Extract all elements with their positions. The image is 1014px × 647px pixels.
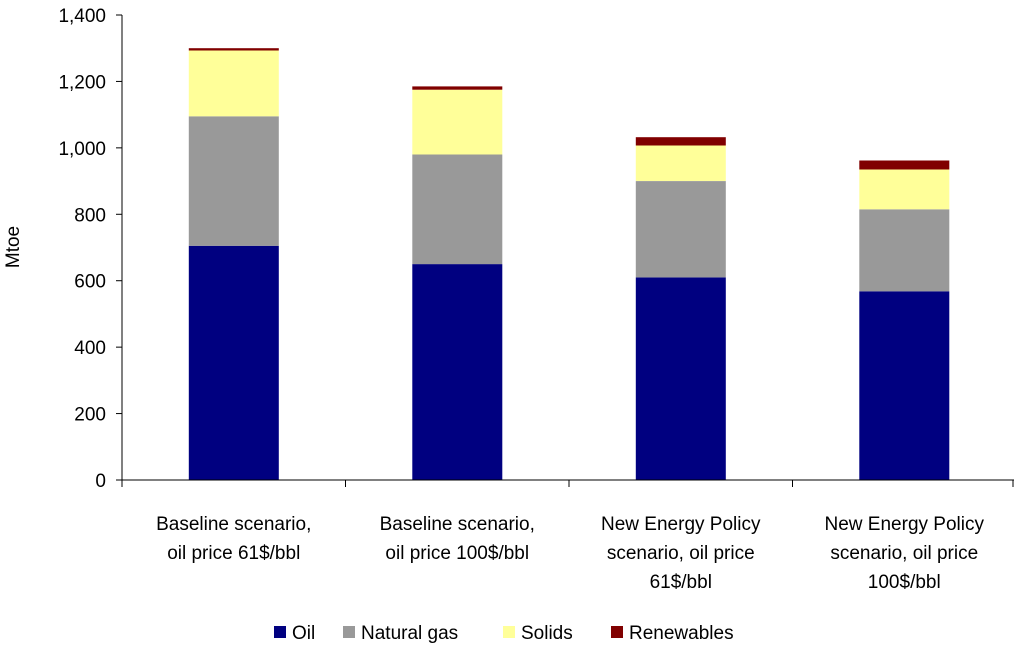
- bar-segment-renewables-1: [188, 48, 279, 51]
- x-category-label: Baseline scenario, oil price 61$/bbl: [156, 514, 311, 564]
- bar-segment-renewables-4: [859, 160, 950, 170]
- bar-segment-oil-1: [188, 245, 279, 480]
- legend-label-renewables: Renewables: [629, 623, 734, 644]
- x-category-label: New Energy Policy scenario, oil price 61$/…: [601, 514, 761, 593]
- legend-swatch-solids: [503, 626, 515, 638]
- bars-group: [188, 48, 950, 480]
- y-axis-title: Mtoe: [3, 226, 24, 268]
- y-tick-label: 200: [74, 405, 106, 426]
- bar-segment-oil-2: [412, 264, 503, 480]
- y-tick-label: 1,400: [58, 6, 106, 27]
- legend-swatch-renewables: [611, 626, 623, 638]
- legend-label-oil: Oil: [292, 623, 315, 644]
- y-tick-label: 0: [95, 471, 106, 492]
- axes-group: [121, 15, 1014, 487]
- legend: Oil Natural gas Solids Renewables: [274, 623, 734, 644]
- bar-segment-solids-4: [859, 169, 950, 210]
- bar-segment-renewables-3: [635, 137, 726, 146]
- bar-segment-oil-3: [635, 277, 726, 480]
- bar-segment-solids-1: [188, 50, 279, 117]
- legend-swatch-natural-gas: [343, 626, 355, 638]
- y-tick-label: 800: [74, 205, 106, 226]
- bar-segment-solids-3: [635, 145, 726, 181]
- legend-label-solids: Solids: [521, 623, 573, 644]
- y-tick-label: 1,000: [58, 139, 106, 160]
- y-axis-ticks: 0 200 400 600 800 1,000 1,200 1,400: [58, 6, 122, 492]
- y-tick-label: 600: [74, 272, 106, 293]
- x-axis-category-labels: Baseline scenario, oil price 61$/bbl Basel…: [156, 514, 984, 593]
- y-tick-label: 400: [74, 338, 106, 359]
- legend-label-natural-gas: Natural gas: [361, 623, 458, 644]
- x-category-label: Baseline scenario, oil price 100$/bbl: [380, 514, 535, 564]
- bar-segment-natural-gas-3: [635, 181, 726, 278]
- y-tick-label: 1,200: [58, 72, 106, 93]
- bar-segment-natural-gas-2: [412, 154, 503, 265]
- bar-segment-solids-2: [412, 89, 503, 155]
- bar-segment-renewables-2: [412, 86, 503, 90]
- bar-segment-oil-4: [859, 291, 950, 480]
- legend-swatch-oil: [274, 626, 286, 638]
- bar-segment-natural-gas-4: [859, 209, 950, 292]
- bar-segment-natural-gas-1: [188, 116, 279, 246]
- x-category-label: New Energy Policy scenario, oil price 100$…: [825, 514, 985, 593]
